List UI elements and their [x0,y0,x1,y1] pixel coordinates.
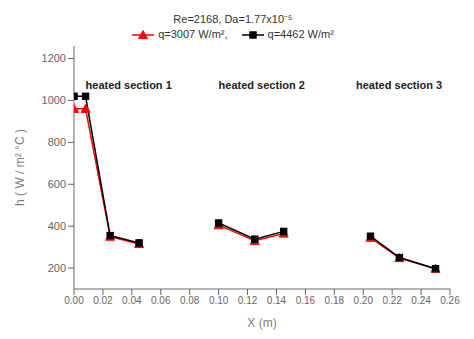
svg-text:200: 200 [48,262,66,274]
svg-text:0.18: 0.18 [325,295,345,306]
svg-text:1000: 1000 [42,94,66,106]
svg-text:0.04: 0.04 [122,295,142,306]
svg-text:X (m): X (m) [247,316,276,330]
svg-text:h ( W / m² °C ): h ( W / m² °C ) [13,129,27,206]
html-text:q=3007 W/m²,: q=3007 W/m², [158,28,228,40]
html-text:q=4462 W/m²: q=4462 W/m² [267,28,334,40]
svg-text:0.26: 0.26 [440,295,460,306]
svg-text:0.14: 0.14 [267,295,287,306]
svg-text:0.16: 0.16 [296,295,316,306]
svg-text:heated section 3: heated section 3 [356,79,442,91]
svg-text:0.06: 0.06 [151,295,171,306]
html-text:Re=2168, Da=1.77x10⁻⁵: Re=2168, Da=1.77x10⁻⁵ [173,13,293,25]
svg-text:heated section 2: heated section 2 [219,79,305,91]
svg-text:0.20: 0.20 [353,295,373,306]
svg-text:0.22: 0.22 [382,295,402,306]
svg-text:600: 600 [48,178,66,190]
svg-text:0.24: 0.24 [411,295,431,306]
svg-text:0.10: 0.10 [209,295,229,306]
svg-text:400: 400 [48,220,66,232]
svg-text:800: 800 [48,136,66,148]
svg-text:1200: 1200 [42,52,66,64]
svg-text:0.02: 0.02 [93,295,113,306]
svg-text:0.12: 0.12 [238,295,258,306]
svg-text:heated section 1: heated section 1 [86,79,172,91]
svg-text:0.08: 0.08 [180,295,200,306]
svg-text:0.00: 0.00 [64,295,84,306]
